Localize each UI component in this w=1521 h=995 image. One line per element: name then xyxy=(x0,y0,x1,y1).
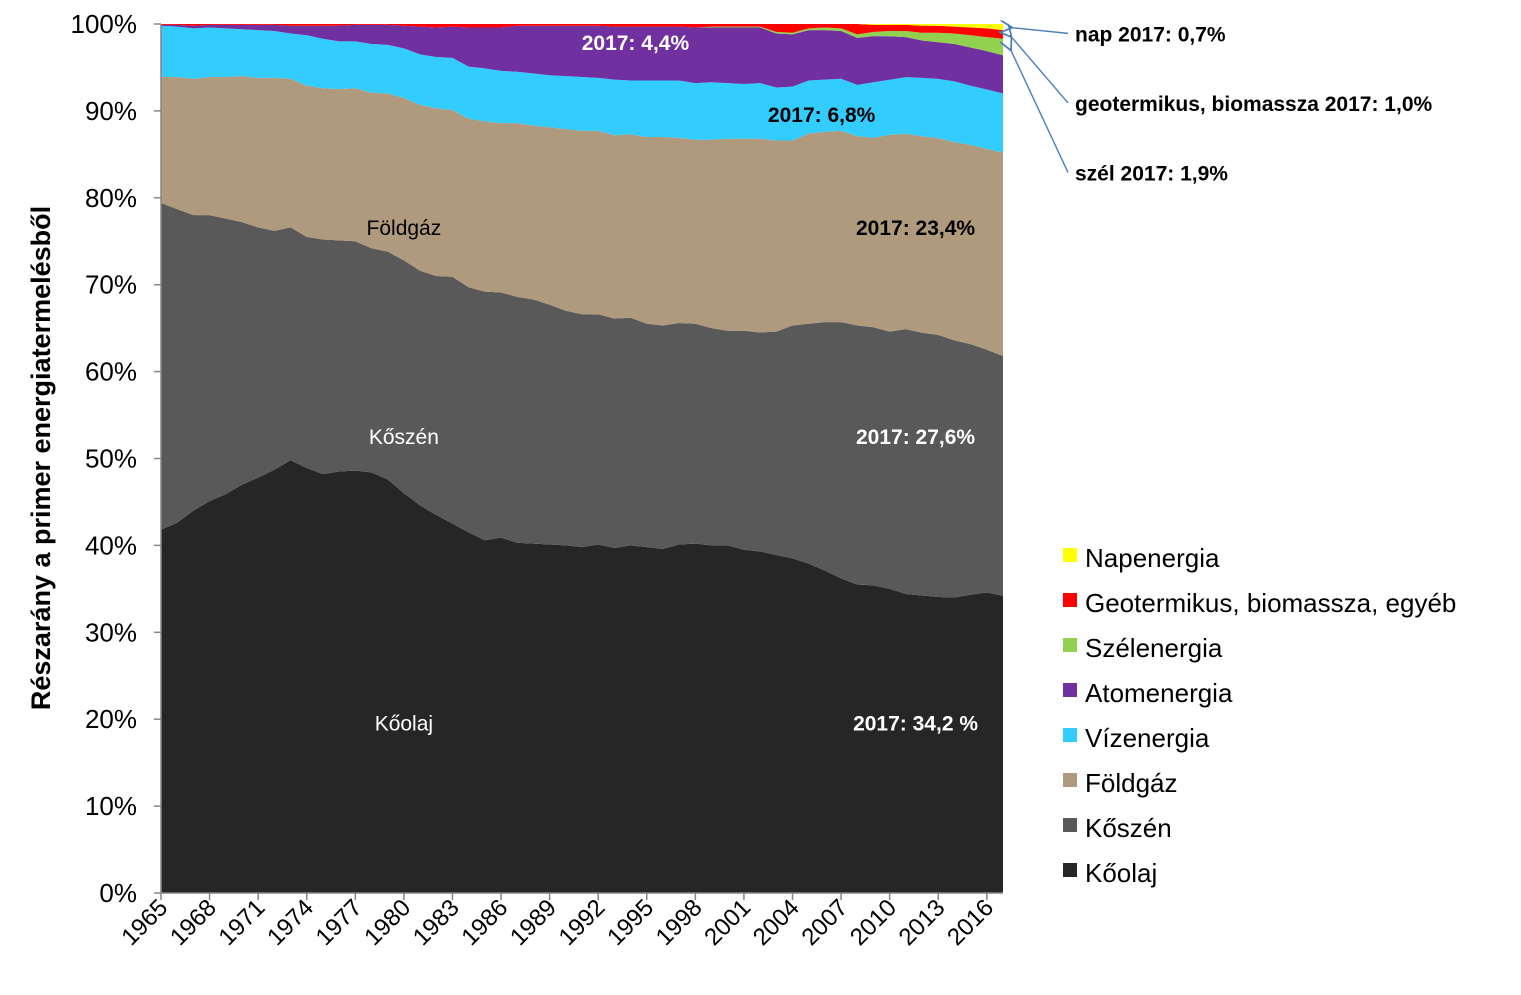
annotation-arrow xyxy=(1010,48,1069,173)
area-labels: Kőolaj Kőszén Földgáz 2017: 34,2 % 2017: 27,… xyxy=(367,32,979,735)
x-tick-label: 1974 xyxy=(262,894,319,951)
legend-label: Kőszén xyxy=(1085,813,1172,843)
legend-label: Napenergia xyxy=(1085,543,1220,573)
legend-label: Vízenergia xyxy=(1085,723,1210,753)
area-label: Földgáz xyxy=(367,217,442,240)
x-tick-label: 1980 xyxy=(359,894,416,951)
legend-swatch xyxy=(1063,593,1077,607)
legend-swatch xyxy=(1063,683,1077,697)
x-tick-label: 1971 xyxy=(214,894,271,951)
legend-swatch xyxy=(1063,818,1077,832)
legend-swatch xyxy=(1063,728,1077,742)
y-tick-label: 30% xyxy=(85,617,137,647)
y-tick-label: 10% xyxy=(85,791,137,821)
x-tick-label: 1983 xyxy=(408,894,465,951)
x-tick-label: 1968 xyxy=(165,894,222,951)
annotation-arrow xyxy=(1010,35,1069,104)
y-tick-label: 20% xyxy=(85,704,137,734)
y-axis-label: Részarány a primer energiatermelésből xyxy=(26,206,56,710)
legend-swatch xyxy=(1063,773,1077,787)
legend-swatch xyxy=(1063,863,1077,877)
x-tick-label: 1977 xyxy=(311,894,368,951)
x-tick-label: 2007 xyxy=(796,894,853,951)
y-axis-ticks: 0% 10% 20% 30% 40% 50% 60% 70% 80% 90% 100% xyxy=(71,9,161,908)
x-tick-label: 2010 xyxy=(845,894,902,951)
y-tick-label: 100% xyxy=(71,9,138,39)
side-annotation: geotermikus, biomassza 2017: 1,0% xyxy=(1075,93,1432,116)
x-tick-label: 2001 xyxy=(699,894,756,951)
area-atomenergia xyxy=(161,24,1003,94)
area-label: 2017: 6,8% xyxy=(768,104,876,127)
x-axis-ticks: 1965196819711974197719801983198619891992… xyxy=(116,893,999,951)
x-tick-label: 1986 xyxy=(456,894,513,951)
legend-label: Geotermikus, biomassza, egyéb xyxy=(1085,588,1456,618)
legend-label: Kőolaj xyxy=(1085,858,1157,888)
annotation-arrow xyxy=(1010,27,1069,35)
legend-label: Atomenergia xyxy=(1085,678,1233,708)
x-tick-label: 2013 xyxy=(894,894,951,951)
y-tick-label: 90% xyxy=(85,96,137,126)
legend-swatch xyxy=(1063,548,1077,562)
y-tick-label: 0% xyxy=(99,878,137,908)
area-label: Kőszén xyxy=(369,426,439,449)
legend-label: Földgáz xyxy=(1085,768,1178,798)
side-annotations: nap 2017: 0,7% geotermikus, biomassza 201… xyxy=(1010,23,1432,185)
legend-swatch xyxy=(1063,638,1077,652)
area-koolaj xyxy=(161,460,1003,893)
legend-label: Szélenergia xyxy=(1085,633,1223,663)
y-tick-label: 60% xyxy=(85,357,137,387)
y-tick-label: 40% xyxy=(85,530,137,560)
side-annotation: szél 2017: 1,9% xyxy=(1075,162,1228,185)
area-label: Kőolaj xyxy=(375,713,433,736)
side-annotation: nap 2017: 0,7% xyxy=(1075,23,1226,46)
area-foldgaz xyxy=(161,76,1003,356)
x-tick-label: 2016 xyxy=(942,894,999,951)
x-tick-label: 1995 xyxy=(602,894,659,951)
x-tick-label: 1998 xyxy=(651,894,708,951)
area-napenergia xyxy=(161,24,1003,31)
y-tick-label: 70% xyxy=(85,270,137,300)
area-label: 2017: 4,4% xyxy=(582,32,690,55)
y-tick-label: 50% xyxy=(85,444,137,474)
area-label: 2017: 23,4% xyxy=(856,217,975,240)
y-tick-label: 80% xyxy=(85,183,137,213)
legend: Napenergia Geotermikus, biomassza, egyéb S… xyxy=(1063,543,1456,888)
x-tick-label: 1992 xyxy=(554,894,611,951)
x-tick-label: 2004 xyxy=(748,894,805,951)
stacked-areas xyxy=(161,24,1003,893)
area-vizenergia xyxy=(161,25,1003,153)
area-label: 2017: 27,6% xyxy=(856,426,975,449)
x-tick-label: 1989 xyxy=(505,894,562,951)
area-geotermikus-biomassza-egyeb xyxy=(161,24,1003,39)
area-label: 2017: 34,2 % xyxy=(853,713,978,736)
area-koszen xyxy=(161,203,1003,598)
